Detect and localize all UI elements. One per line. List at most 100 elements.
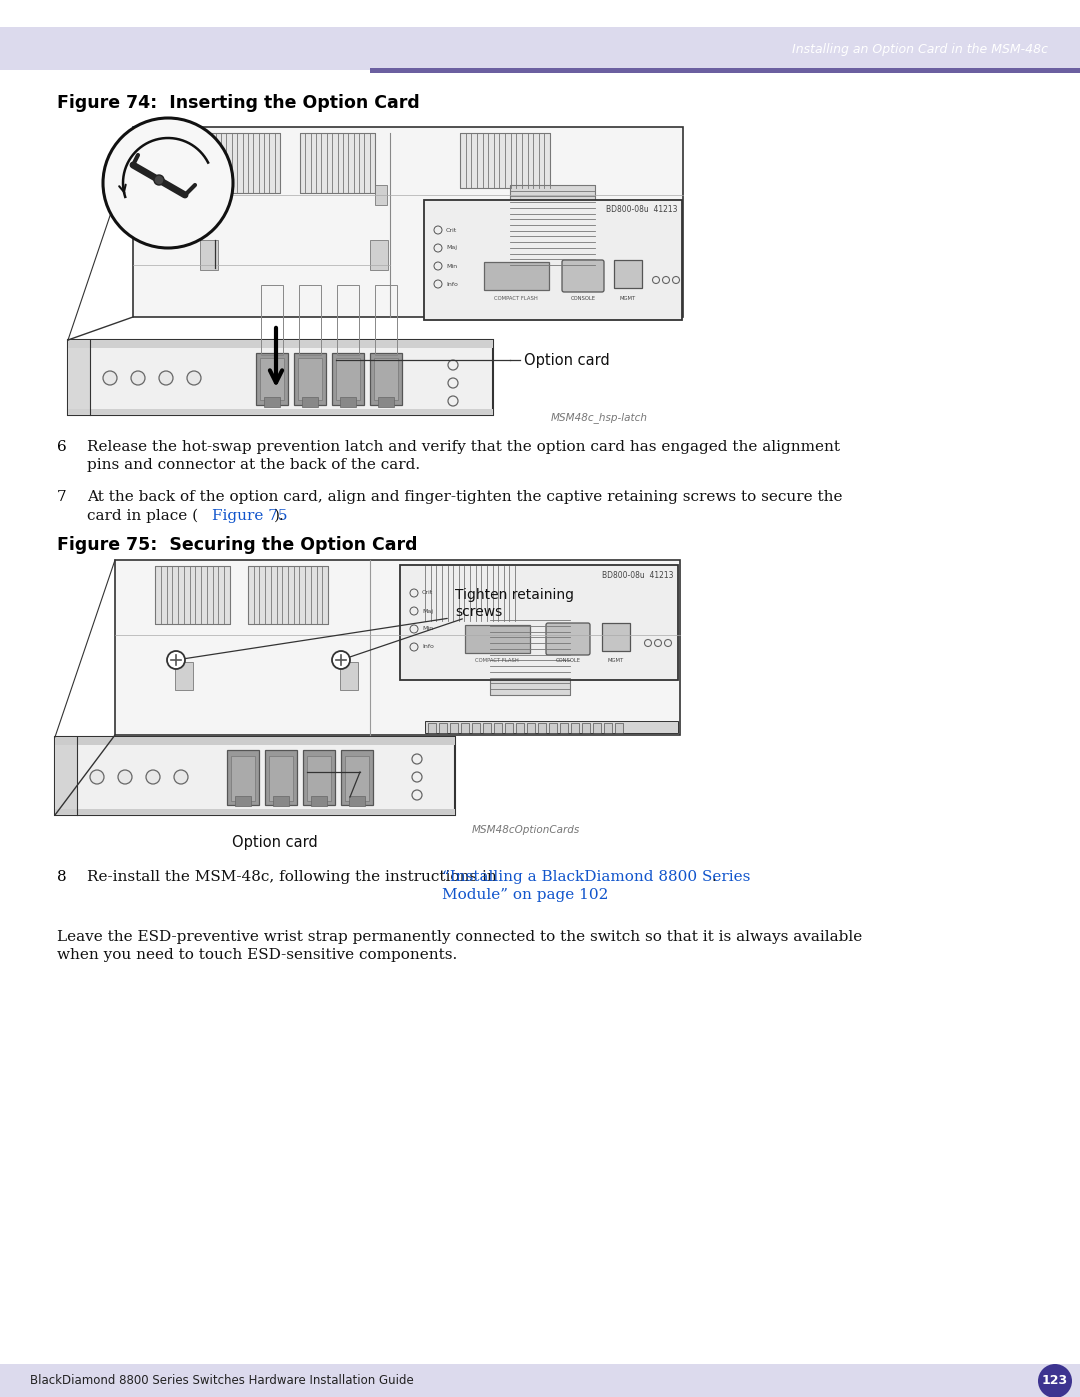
Bar: [370, 68, 1080, 73]
Bar: [600, 305, 609, 314]
Text: Figure 75: Figure 75: [212, 509, 287, 522]
Bar: [438, 724, 447, 733]
Text: Crit: Crit: [446, 228, 457, 232]
Text: COMPACT FLASH: COMPACT FLASH: [475, 658, 518, 664]
Bar: [634, 305, 642, 314]
Bar: [494, 724, 502, 733]
Bar: [337, 285, 359, 355]
Bar: [645, 305, 653, 314]
Circle shape: [332, 651, 350, 669]
Bar: [336, 358, 360, 400]
Text: COMPACT FLASH: COMPACT FLASH: [495, 296, 538, 300]
Bar: [299, 285, 321, 355]
Bar: [341, 750, 373, 805]
Bar: [602, 623, 630, 651]
Bar: [269, 756, 293, 800]
Circle shape: [118, 770, 132, 784]
Circle shape: [103, 117, 233, 249]
Text: 8: 8: [57, 870, 67, 884]
Text: MSM48c_hsp-latch: MSM48c_hsp-latch: [551, 412, 648, 423]
Bar: [264, 397, 280, 407]
Text: At the back of the option card, align and finger-tighten the captive retaining s: At the back of the option card, align an…: [87, 490, 842, 522]
Bar: [590, 305, 598, 314]
Text: Min: Min: [422, 626, 433, 631]
Bar: [455, 303, 680, 314]
Bar: [294, 353, 326, 405]
Bar: [55, 809, 455, 814]
Bar: [340, 662, 357, 690]
Bar: [538, 724, 546, 733]
Bar: [450, 724, 458, 733]
Bar: [375, 184, 387, 205]
Text: Leave the ESD-preventive wrist strap permanently connected to the switch so that: Leave the ESD-preventive wrist strap per…: [57, 930, 862, 963]
Bar: [483, 724, 491, 733]
Bar: [231, 756, 255, 800]
Text: Figure 74:  Inserting the Option Card: Figure 74: Inserting the Option Card: [57, 94, 420, 112]
Bar: [68, 339, 492, 348]
Bar: [273, 796, 289, 806]
Text: Info: Info: [446, 282, 458, 286]
Bar: [549, 724, 557, 733]
Bar: [0, 1363, 1080, 1397]
Text: 7: 7: [57, 490, 67, 504]
Bar: [524, 305, 532, 314]
Bar: [513, 305, 521, 314]
Bar: [527, 724, 535, 733]
Bar: [460, 133, 550, 189]
Bar: [579, 305, 588, 314]
Bar: [593, 724, 600, 733]
Bar: [55, 738, 455, 814]
Bar: [546, 305, 554, 314]
Circle shape: [146, 770, 160, 784]
Bar: [378, 397, 394, 407]
Text: Figure 75:  Securing the Option Card: Figure 75: Securing the Option Card: [57, 536, 418, 555]
Bar: [400, 564, 678, 680]
Circle shape: [103, 372, 117, 386]
Text: Min: Min: [446, 264, 457, 268]
Bar: [175, 662, 193, 690]
Bar: [114, 560, 680, 735]
Bar: [68, 339, 90, 415]
FancyBboxPatch shape: [546, 623, 590, 655]
Text: CONSOLE: CONSOLE: [555, 658, 581, 664]
Text: Info: Info: [422, 644, 434, 650]
Text: Release the hot-swap prevention latch and verify that the option card has engage: Release the hot-swap prevention latch an…: [87, 440, 840, 472]
Text: Maj: Maj: [422, 609, 433, 613]
Text: Option card: Option card: [524, 352, 610, 367]
Bar: [260, 358, 284, 400]
Bar: [615, 260, 642, 288]
Text: ).: ).: [274, 509, 285, 522]
Bar: [55, 738, 77, 814]
Bar: [428, 724, 436, 733]
Circle shape: [90, 770, 104, 784]
Bar: [374, 358, 399, 400]
Text: Maj: Maj: [446, 246, 457, 250]
Bar: [349, 796, 365, 806]
Bar: [480, 305, 488, 314]
Bar: [303, 750, 335, 805]
Text: MGMT: MGMT: [608, 658, 624, 664]
Bar: [235, 796, 251, 806]
Bar: [571, 724, 579, 733]
Text: “Installing a BlackDiamond 8800 Series
Module” on page 102: “Installing a BlackDiamond 8800 Series M…: [442, 870, 751, 902]
Bar: [424, 200, 681, 320]
Circle shape: [167, 651, 185, 669]
Bar: [490, 620, 570, 694]
Text: 123: 123: [1042, 1375, 1068, 1387]
Text: BD800-08u  41213: BD800-08u 41213: [606, 205, 677, 215]
Text: .: .: [712, 870, 717, 884]
Bar: [426, 566, 515, 622]
Bar: [340, 397, 356, 407]
Bar: [370, 353, 402, 405]
Bar: [68, 409, 492, 415]
Bar: [311, 796, 327, 806]
Circle shape: [131, 372, 145, 386]
Bar: [557, 305, 565, 314]
Bar: [623, 305, 631, 314]
Bar: [307, 756, 330, 800]
Text: MGMT: MGMT: [620, 296, 636, 300]
Text: MSM48cOptionCards: MSM48cOptionCards: [472, 826, 580, 835]
Text: BlackDiamond 8800 Series Switches Hardware Installation Guide: BlackDiamond 8800 Series Switches Hardwa…: [30, 1375, 414, 1387]
Bar: [248, 566, 328, 624]
Circle shape: [159, 372, 173, 386]
